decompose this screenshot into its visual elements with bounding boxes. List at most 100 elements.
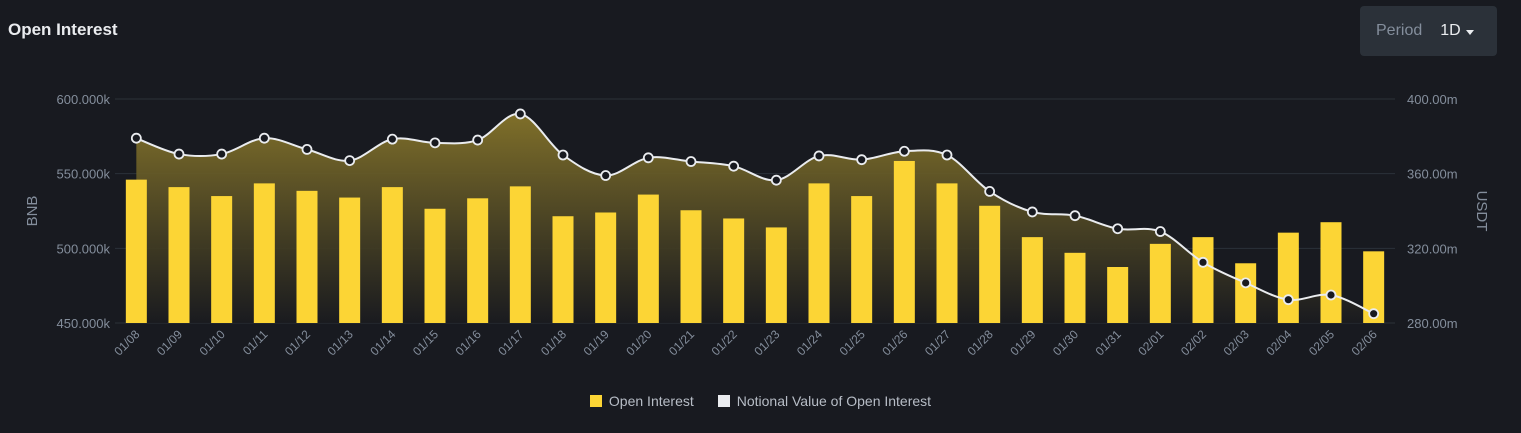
x-tick-label: 01/13	[325, 327, 356, 358]
notional-point	[301, 143, 313, 155]
notional-point	[386, 133, 398, 145]
notional-point	[1197, 256, 1209, 268]
open-interest-bar	[552, 216, 574, 323]
x-tick-label: 01/10	[197, 327, 228, 358]
left-tick-label: 600.000k	[57, 92, 111, 107]
notional-point	[642, 152, 654, 164]
right-tick-label: 320.00m	[1407, 241, 1458, 256]
notional-point	[514, 108, 526, 120]
x-tick-label: 02/06	[1349, 327, 1380, 358]
notional-point	[1368, 308, 1380, 320]
notional-point	[429, 137, 441, 149]
period-selector: Period 1D	[1360, 6, 1497, 56]
notional-point	[1325, 289, 1337, 301]
notional-area-fill	[136, 113, 1374, 323]
legend-label-notional-value: Notional Value of Open Interest	[736, 393, 932, 409]
open-interest-bar	[125, 179, 147, 323]
notional-point	[1026, 206, 1038, 218]
notional-point	[600, 170, 612, 181]
notional-point	[1069, 210, 1081, 222]
x-tick-label: 01/24	[794, 327, 825, 358]
open-interest-bar	[509, 186, 531, 323]
period-dropdown[interactable]: 1D	[1440, 22, 1474, 40]
x-tick-label: 02/01	[1135, 327, 1166, 358]
open-interest-bar	[1064, 252, 1086, 323]
x-tick-label: 01/19	[581, 327, 612, 358]
open-interest-bar	[467, 198, 489, 323]
open-interest-bar	[936, 183, 958, 323]
notional-point	[1112, 223, 1124, 235]
x-tick-label: 01/12	[282, 327, 313, 358]
notional-point	[258, 132, 270, 144]
x-tick-label: 01/15	[410, 327, 441, 358]
open-interest-bar	[1107, 267, 1129, 323]
open-interest-bar	[808, 183, 830, 323]
legend-swatch-line	[717, 395, 730, 407]
open-interest-bar	[1320, 222, 1342, 323]
x-tick-label: 01/14	[367, 327, 398, 358]
x-tick-label: 01/21	[666, 327, 697, 358]
open-interest-bar	[680, 210, 702, 323]
open-interest-bar	[765, 227, 787, 323]
open-interest-bar	[296, 190, 318, 323]
period-label: Period	[1376, 22, 1423, 39]
x-tick-label: 02/04	[1263, 327, 1294, 358]
x-tick-label: 02/05	[1306, 327, 1337, 358]
x-tick-label: 01/22	[709, 327, 740, 358]
x-tick-label: 01/28	[965, 327, 996, 358]
right-axis: 280.00m 320.00m 360.00m 400.00m USDT	[1407, 92, 1490, 331]
notional-point	[1282, 294, 1294, 306]
open-interest-chart: 450.000k 500.000k 550.000k 600.000k BNB 280.…	[24, 92, 1490, 358]
x-tick-label: 01/16	[453, 327, 484, 358]
open-interest-bars	[125, 160, 1385, 323]
notional-point	[728, 160, 740, 172]
legend: Open Interest Notional Value of Open Int…	[0, 393, 1521, 409]
left-tick-label: 550.000k	[57, 167, 111, 182]
x-tick-label: 01/18	[538, 327, 569, 358]
notional-point	[941, 149, 953, 161]
period-value[interactable]: 1D	[1440, 22, 1461, 39]
open-interest-bar	[723, 218, 745, 323]
open-interest-bar	[381, 187, 403, 323]
open-interest-bar	[1363, 251, 1385, 323]
notional-point	[984, 185, 996, 197]
legend-label-open-interest: Open Interest	[608, 393, 694, 409]
x-tick-label: 02/03	[1221, 327, 1252, 358]
open-interest-bar	[637, 194, 659, 323]
open-interest-bar	[211, 196, 233, 323]
notional-point	[813, 150, 825, 162]
open-interest-bar	[339, 197, 361, 323]
notional-area	[136, 113, 1374, 323]
open-interest-bar	[1235, 263, 1257, 323]
x-tick-label: 01/27	[922, 327, 953, 358]
open-interest-bar	[979, 205, 1001, 323]
left-tick-label: 450.000k	[57, 316, 111, 331]
legend-item-open-interest[interactable]: Open Interest	[589, 393, 694, 409]
notional-point	[344, 155, 356, 167]
open-interest-bar	[424, 208, 446, 323]
x-tick-label: 01/17	[495, 327, 526, 358]
open-interest-bar	[1192, 237, 1214, 323]
left-axis: 450.000k 500.000k 550.000k 600.000k BNB	[24, 92, 110, 331]
x-axis: 01/08 01/09 01/10 01/11 01/12 01/13 01/14 01/15…	[111, 327, 1380, 358]
open-interest-bar	[893, 160, 915, 323]
notional-point	[898, 145, 910, 157]
notional-point	[856, 154, 868, 166]
open-interest-bar	[1277, 232, 1299, 323]
open-interest-bar	[253, 183, 275, 323]
notional-points	[130, 108, 1380, 320]
right-axis-title: USDT	[1473, 191, 1490, 232]
x-tick-label: 01/20	[623, 327, 654, 358]
x-tick-label: 01/25	[837, 327, 868, 358]
notional-point	[1154, 226, 1166, 237]
open-interest-bar	[1021, 237, 1043, 323]
notional-point	[685, 156, 697, 167]
right-tick-label: 280.00m	[1407, 316, 1458, 331]
caret-down-icon[interactable]	[1465, 29, 1474, 35]
notional-point	[472, 134, 484, 146]
x-tick-label: 01/11	[240, 327, 271, 358]
notional-point	[1240, 277, 1252, 289]
left-tick-label: 500.000k	[57, 241, 111, 256]
legend-item-notional-value[interactable]: Notional Value of Open Interest	[717, 393, 932, 409]
right-tick-label: 360.00m	[1407, 167, 1458, 182]
